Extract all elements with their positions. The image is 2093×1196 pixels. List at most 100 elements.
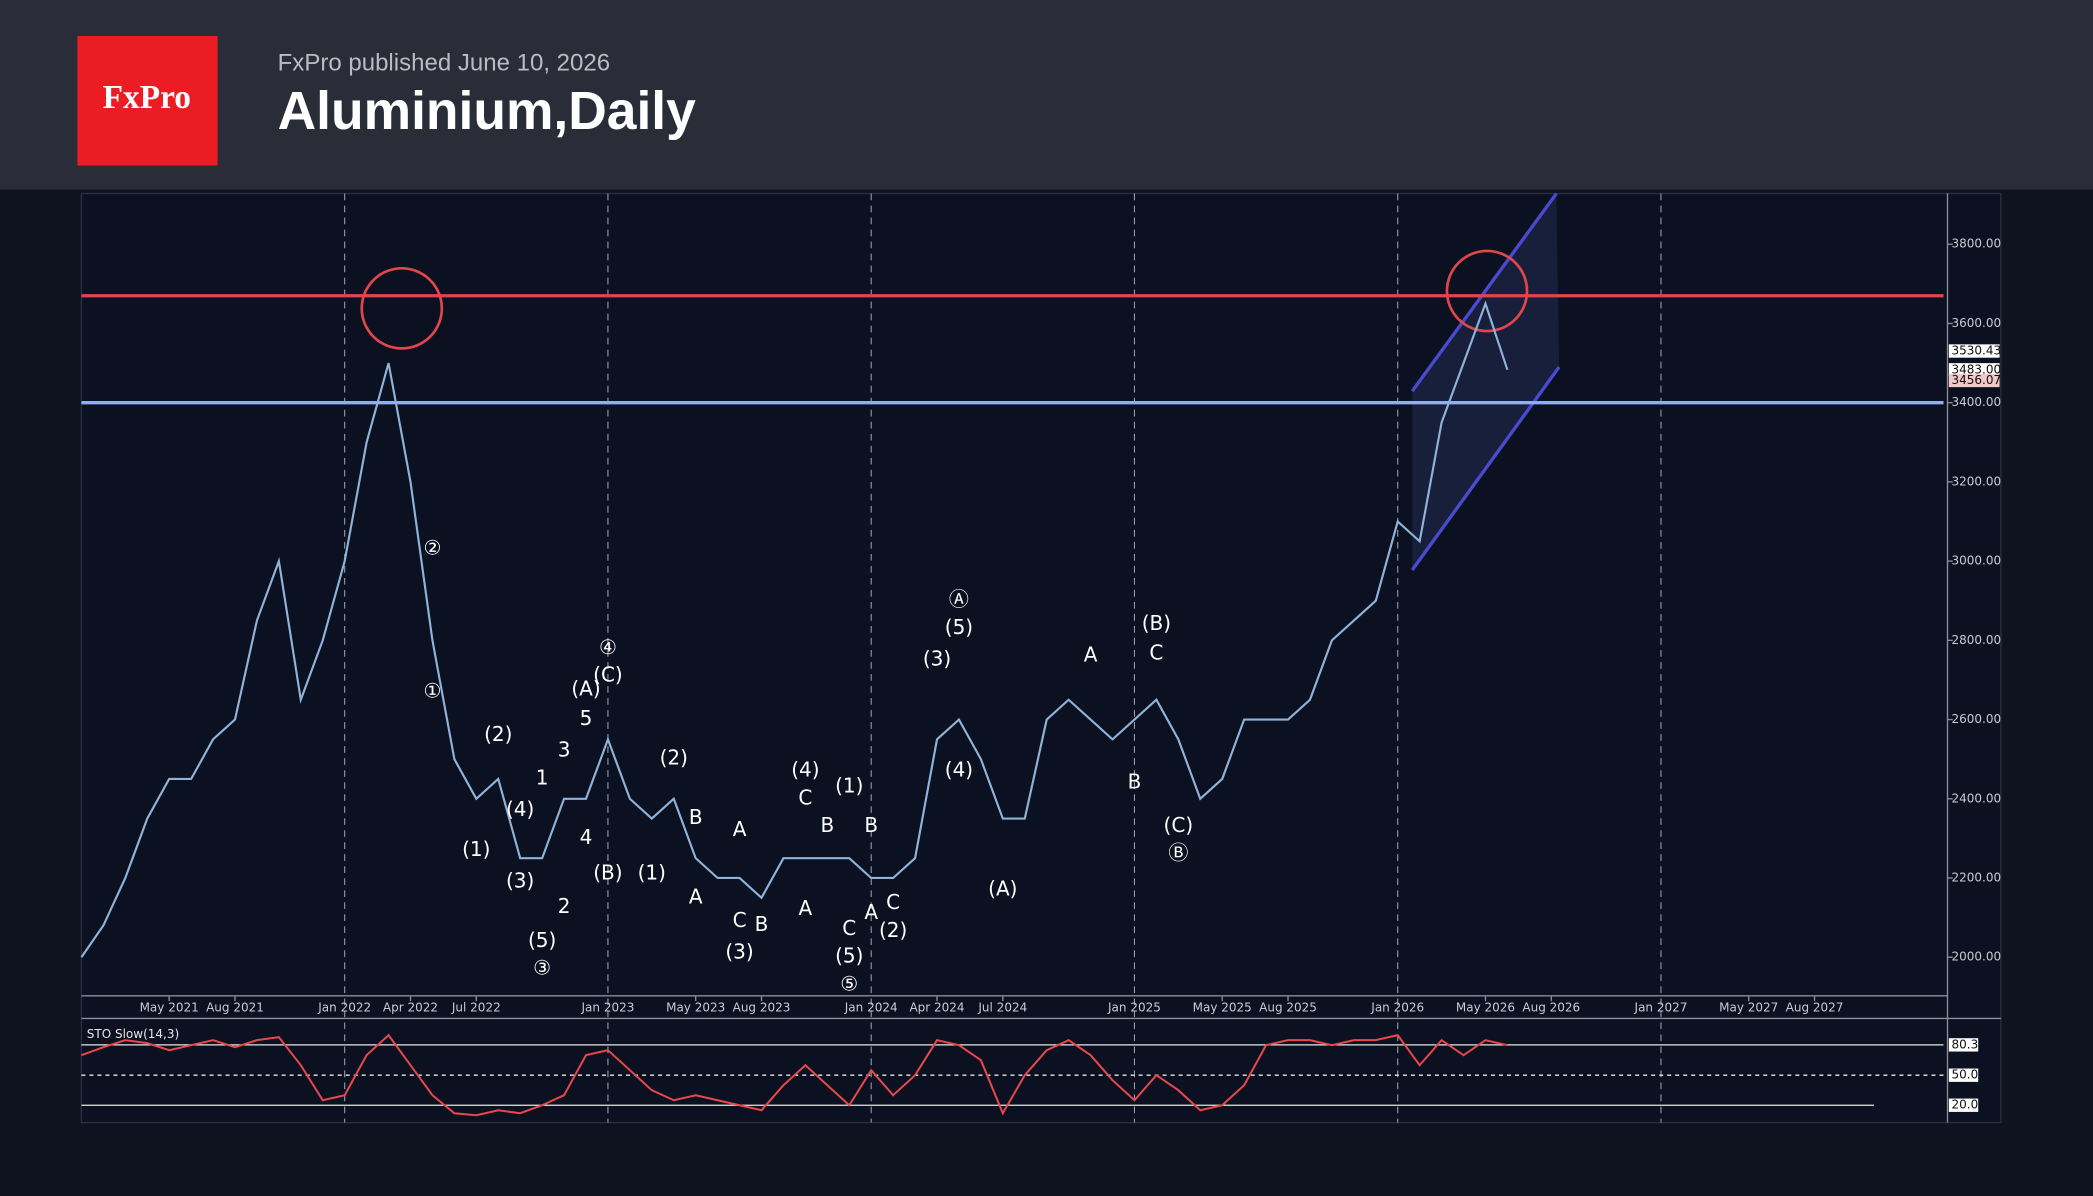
- y-tick-label: 3800.00: [1952, 237, 2002, 251]
- channel-fill: [1412, 193, 1560, 570]
- x-tick-label: Apr 2022: [383, 1000, 438, 1014]
- wave-label: (B): [593, 861, 622, 885]
- wave-label: B: [1128, 769, 1142, 793]
- wave-label: C: [798, 785, 812, 809]
- wave-label: C: [886, 890, 900, 914]
- y-tick-label: 3200.00: [1952, 474, 2002, 488]
- wave-label: (1): [462, 837, 490, 861]
- wave-label: ②: [423, 536, 441, 560]
- title: Aluminium,Daily: [278, 82, 696, 141]
- price-tag-label: 3456.07: [1952, 373, 2002, 387]
- indicator-tag: [1948, 1038, 1979, 1052]
- wave-label: (C): [593, 662, 623, 686]
- x-tick-label: May 2023: [666, 1000, 725, 1014]
- wave-label: (4): [506, 797, 534, 821]
- x-tick-label: Aug 2027: [1786, 1000, 1844, 1014]
- price-tag: [1948, 363, 2000, 377]
- wave-label: (2): [660, 746, 688, 770]
- logo-text: FxPro: [103, 79, 191, 116]
- wave-label: (4): [791, 758, 819, 782]
- x-tick-label: Aug 2023: [733, 1000, 791, 1014]
- x-tick-label: Jan 2022: [317, 1000, 371, 1014]
- y-tick-label: 2400.00: [1952, 791, 2002, 805]
- highlight-circle: [1445, 249, 1529, 333]
- price-tag-label: 3483.00: [1952, 362, 2002, 376]
- indicator-tag: [1948, 1098, 1979, 1112]
- wave-label: 2: [558, 894, 571, 918]
- indicator-tick-label: 80.3: [1952, 1037, 1979, 1051]
- indicator-title: STO Slow(14,3): [87, 1027, 179, 1041]
- x-tick-label: May 2025: [1193, 1000, 1252, 1014]
- wave-label: (3): [725, 940, 753, 964]
- wave-label: Ⓐ: [949, 587, 969, 611]
- channel-bottom: [1410, 366, 1561, 571]
- wave-label: 5: [580, 706, 593, 730]
- wave-label: 3: [558, 738, 571, 762]
- wave-label: (B): [1142, 611, 1171, 635]
- wave-label: (A): [571, 676, 600, 700]
- wave-label: (5): [528, 928, 556, 952]
- y-tick-label: 2200.00: [1952, 870, 2002, 884]
- y-tick-label: 3400.00: [1952, 395, 2002, 409]
- wave-label: ①: [423, 678, 441, 702]
- y-tick-label: 2000.00: [1952, 950, 2002, 964]
- wave-label: ③: [533, 956, 551, 980]
- highlight-circle: [360, 266, 444, 350]
- wave-label: (5): [945, 615, 973, 639]
- wave-label: C: [842, 916, 856, 940]
- y-tick-label: 2600.00: [1952, 712, 2002, 726]
- indicator-tick-label: 20.0: [1952, 1098, 1979, 1112]
- wave-label: ⑤: [840, 971, 858, 995]
- wave-label: C: [733, 908, 747, 932]
- x-tick-label: Apr 2024: [909, 1000, 964, 1014]
- x-tick-label: Aug 2025: [1259, 1000, 1317, 1014]
- x-tick-label: Jan 2027: [1634, 1000, 1688, 1014]
- logo: [77, 36, 218, 166]
- stochastic-line: [81, 1033, 1508, 1117]
- wave-label: B: [820, 813, 834, 837]
- wave-label: B: [755, 912, 769, 936]
- x-tick-label: Jan 2026: [1370, 1000, 1424, 1014]
- x-tick-label: Aug 2026: [1522, 1000, 1580, 1014]
- x-tick-label: Jan 2024: [844, 1000, 898, 1014]
- wave-label: C: [1149, 641, 1163, 665]
- wave-label: (1): [835, 773, 863, 797]
- publisher: FxPro published June 10, 2026: [278, 49, 610, 76]
- wave-label: 1: [536, 765, 549, 789]
- wave-label: A: [733, 817, 747, 841]
- wave-label: B: [864, 813, 878, 837]
- wave-label: ④: [599, 635, 617, 659]
- wave-label: (1): [638, 861, 666, 885]
- indicator-tick-label: 50.0: [1952, 1068, 1979, 1082]
- wave-label: A: [864, 900, 878, 924]
- y-tick-label: 2800.00: [1952, 633, 2002, 647]
- x-tick-label: Aug 2021: [206, 1000, 264, 1014]
- wave-label: (3): [923, 647, 951, 671]
- y-tick-label: 3600.00: [1952, 316, 2002, 330]
- indicator-tag: [1948, 1068, 1979, 1082]
- wave-label: (3): [506, 868, 534, 892]
- x-tick-label: Jan 2023: [581, 1000, 635, 1014]
- header-bar: [0, 0, 2093, 190]
- wave-label: (A): [988, 876, 1017, 900]
- wave-label: A: [689, 884, 703, 908]
- x-tick-label: Jan 2025: [1107, 1000, 1161, 1014]
- wave-label: B: [689, 805, 703, 829]
- x-tick-label: Jul 2022: [451, 1000, 501, 1014]
- wave-label: (5): [835, 944, 863, 968]
- channel-top: [1410, 192, 1558, 393]
- x-tick-label: May 2021: [140, 1000, 199, 1014]
- y-tick-label: 3000.00: [1952, 554, 2002, 568]
- price-tag: [1948, 373, 2000, 388]
- wave-label: (2): [484, 722, 512, 746]
- wave-label: A: [799, 896, 813, 920]
- wave-label: 4: [580, 825, 593, 849]
- wave-label: (4): [945, 758, 973, 782]
- price-tag-label: 3530.43: [1952, 344, 2002, 358]
- price-line: [80, 300, 1509, 958]
- x-tick-label: May 2027: [1719, 1000, 1778, 1014]
- wave-label: A: [1084, 643, 1098, 667]
- x-tick-label: May 2026: [1456, 1000, 1515, 1014]
- wave-label: Ⓑ: [1168, 841, 1188, 865]
